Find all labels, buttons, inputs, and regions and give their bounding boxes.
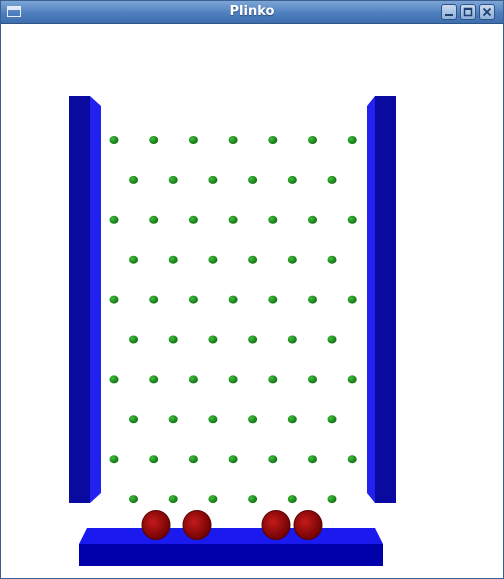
peg xyxy=(149,455,159,464)
peg xyxy=(347,295,357,304)
peg xyxy=(327,255,337,264)
maximize-icon xyxy=(463,7,473,17)
peg xyxy=(208,495,218,504)
peg xyxy=(208,175,218,184)
peg xyxy=(308,375,317,384)
peg xyxy=(287,495,297,504)
peg xyxy=(129,175,138,184)
right-wall-side xyxy=(367,96,375,503)
peg xyxy=(109,215,119,224)
peg xyxy=(129,415,138,424)
close-icon xyxy=(482,7,492,17)
peg xyxy=(248,175,258,184)
peg xyxy=(168,255,178,264)
left-wall xyxy=(69,96,101,503)
right-wall xyxy=(367,96,396,503)
plinko-board xyxy=(69,96,396,566)
peg xyxy=(109,375,119,384)
peg xyxy=(149,215,159,224)
peg xyxy=(228,375,238,384)
peg xyxy=(228,215,238,224)
left-wall-side xyxy=(90,96,101,503)
minimize-icon xyxy=(445,14,453,16)
game-canvas[interactable] xyxy=(5,24,499,576)
peg xyxy=(188,136,198,144)
right-wall-front xyxy=(375,96,396,503)
peg xyxy=(287,175,297,184)
peg xyxy=(109,455,119,464)
peg xyxy=(268,136,278,144)
peg xyxy=(347,375,357,384)
plinko-chip xyxy=(182,510,212,540)
peg xyxy=(149,295,159,304)
peg xyxy=(188,375,198,384)
plinko-chip xyxy=(261,510,291,540)
peg xyxy=(327,335,337,344)
peg xyxy=(308,295,317,304)
peg xyxy=(129,255,138,264)
peg xyxy=(208,335,218,344)
peg xyxy=(268,455,278,464)
window-title: Plinko xyxy=(229,4,275,19)
maximize-button[interactable] xyxy=(460,4,476,20)
peg xyxy=(228,136,238,144)
peg xyxy=(109,295,119,304)
plinko-chip xyxy=(293,510,323,540)
peg xyxy=(268,295,278,304)
peg xyxy=(109,136,119,144)
peg xyxy=(168,415,178,424)
peg xyxy=(248,255,258,264)
base-front xyxy=(79,544,383,566)
plinko-chip xyxy=(141,510,171,540)
peg xyxy=(188,455,198,464)
base-top xyxy=(79,528,383,544)
peg-field xyxy=(109,136,357,504)
peg xyxy=(347,136,357,144)
peg xyxy=(188,215,198,224)
peg xyxy=(308,136,317,144)
window-icon[interactable] xyxy=(7,6,21,17)
peg xyxy=(228,295,238,304)
peg xyxy=(228,455,238,464)
minimize-button[interactable] xyxy=(441,4,457,20)
peg xyxy=(168,175,178,184)
peg xyxy=(149,375,159,384)
peg xyxy=(327,495,337,504)
base-tray xyxy=(79,528,383,566)
peg xyxy=(248,495,258,504)
peg xyxy=(129,495,138,504)
peg xyxy=(208,255,218,264)
peg xyxy=(347,455,357,464)
peg xyxy=(287,415,297,424)
peg xyxy=(308,455,317,464)
close-button[interactable] xyxy=(479,4,495,20)
peg xyxy=(347,215,357,224)
peg xyxy=(268,215,278,224)
peg xyxy=(168,495,178,504)
left-wall-front xyxy=(69,96,90,503)
peg xyxy=(327,175,337,184)
peg xyxy=(188,295,198,304)
peg xyxy=(149,136,159,144)
chip-row xyxy=(141,510,323,540)
peg xyxy=(327,415,337,424)
title-bar[interactable]: Plinko xyxy=(1,1,503,24)
peg xyxy=(308,215,317,224)
peg xyxy=(129,335,138,344)
peg xyxy=(248,335,258,344)
peg xyxy=(168,335,178,344)
peg xyxy=(287,255,297,264)
peg xyxy=(287,335,297,344)
peg xyxy=(248,415,258,424)
peg xyxy=(268,375,278,384)
peg xyxy=(208,415,218,424)
